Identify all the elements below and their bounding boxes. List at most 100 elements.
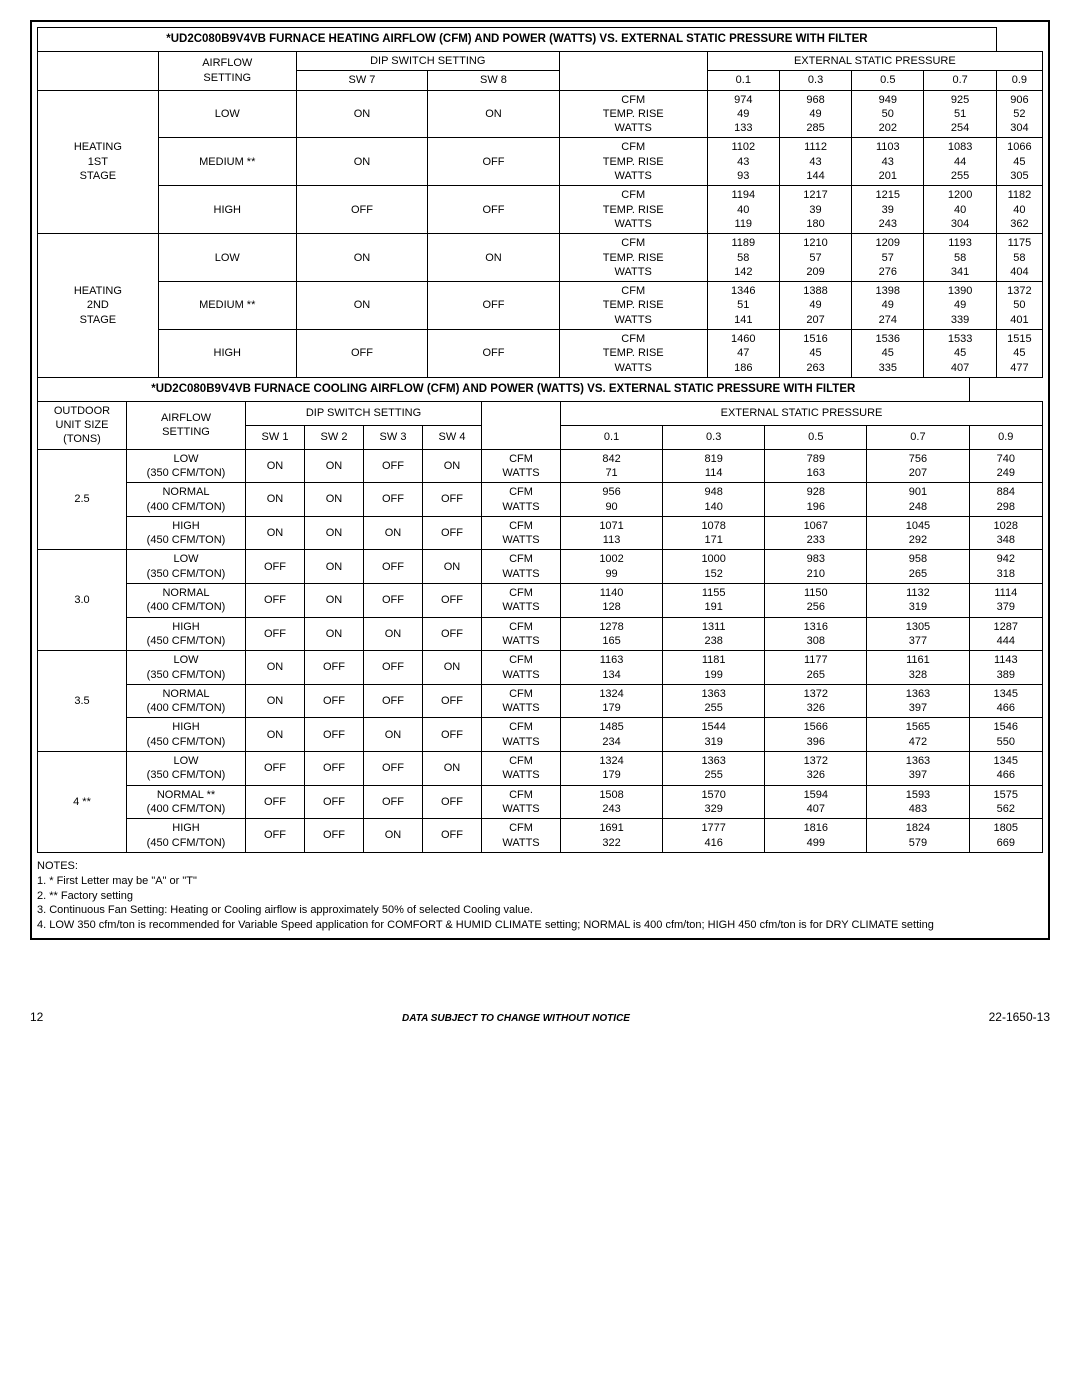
heating-value-cell: 121539243 bbox=[852, 186, 924, 234]
cooling-sw2: OFF bbox=[305, 785, 364, 819]
cooling-value-cell: 1363255 bbox=[663, 752, 765, 786]
heating-value-cell: 11024393 bbox=[707, 138, 779, 186]
heating-table: *UD2C080B9V4VB FURNACE HEATING AIRFLOW (… bbox=[37, 27, 1043, 378]
cooling-airflow-setting: NORMAL **(400 CFM/TON) bbox=[127, 785, 246, 819]
cooling-tons-label: 4 ** bbox=[38, 752, 127, 853]
cooling-value-cell: 1575562 bbox=[969, 785, 1042, 819]
cooling-sw3: OFF bbox=[364, 584, 423, 618]
heating-hdr-sw7: SW 7 bbox=[296, 71, 427, 90]
cooling-hdr-unit: OUTDOORUNIT SIZE(TONS) bbox=[38, 401, 127, 449]
cooling-sw3: ON bbox=[364, 516, 423, 550]
cooling-sw-col: SW 2 bbox=[305, 425, 364, 449]
cooling-value-cell: 1363255 bbox=[663, 684, 765, 718]
heating-sw8: OFF bbox=[428, 282, 559, 330]
cooling-sw1: OFF bbox=[246, 550, 305, 584]
heating-sw7: OFF bbox=[296, 329, 427, 377]
cooling-value-cell: 1816499 bbox=[765, 819, 867, 853]
cooling-meas-labels: CFMWATTS bbox=[482, 617, 561, 651]
cooling-sw2: OFF bbox=[305, 752, 364, 786]
heating-value-cell: 94950202 bbox=[852, 90, 924, 138]
cooling-meas-labels: CFMWATTS bbox=[482, 785, 561, 819]
cooling-hdr-esp: EXTERNAL STATIC PRESSURE bbox=[561, 401, 1043, 425]
heating-sw8: OFF bbox=[428, 329, 559, 377]
cooling-sw4: ON bbox=[423, 449, 482, 483]
cooling-value-cell: 1163134 bbox=[561, 651, 663, 685]
heating-esp-col: 0.7 bbox=[924, 71, 996, 90]
heating-value-cell: 118958142 bbox=[707, 234, 779, 282]
cooling-sw3: OFF bbox=[364, 449, 423, 483]
cooling-value-cell: 1805669 bbox=[969, 819, 1042, 853]
cooling-meas-labels: CFMWATTS bbox=[482, 516, 561, 550]
cooling-value-cell: 1028348 bbox=[969, 516, 1042, 550]
cooling-sw1: ON bbox=[246, 516, 305, 550]
cooling-value-cell: 1287444 bbox=[969, 617, 1042, 651]
heating-meas-labels: CFMTEMP. RISEWATTS bbox=[559, 329, 707, 377]
heating-hdr-dip: DIP SWITCH SETTING bbox=[296, 51, 559, 70]
cooling-esp-col: 0.1 bbox=[561, 425, 663, 449]
cooling-value-cell: 1000152 bbox=[663, 550, 765, 584]
cooling-value-cell: 84271 bbox=[561, 449, 663, 483]
cooling-airflow-setting: HIGH(450 CFM/TON) bbox=[127, 819, 246, 853]
footer-page-number: 12 bbox=[30, 1010, 43, 1024]
heating-value-cell: 120040304 bbox=[924, 186, 996, 234]
cooling-sw2: ON bbox=[305, 584, 364, 618]
heating-value-cell: 111243144 bbox=[779, 138, 851, 186]
cooling-sw2: OFF bbox=[305, 819, 364, 853]
cooling-value-cell: 948140 bbox=[663, 483, 765, 517]
note-item: 2. ** Factory setting bbox=[37, 889, 1043, 904]
cooling-value-cell: 819114 bbox=[663, 449, 765, 483]
heating-value-cell: 106645305 bbox=[996, 138, 1042, 186]
cooling-meas-labels: CFMWATTS bbox=[482, 584, 561, 618]
heating-value-cell: 139849274 bbox=[852, 282, 924, 330]
cooling-sw2: ON bbox=[305, 449, 364, 483]
cooling-value-cell: 1546550 bbox=[969, 718, 1042, 752]
cooling-sw4: OFF bbox=[423, 483, 482, 517]
cooling-value-cell: 740249 bbox=[969, 449, 1042, 483]
cooling-sw1: ON bbox=[246, 449, 305, 483]
cooling-airflow-setting: LOW(350 CFM/TON) bbox=[127, 449, 246, 483]
cooling-sw1: OFF bbox=[246, 819, 305, 853]
cooling-value-cell: 1485234 bbox=[561, 718, 663, 752]
heating-stage-label: HEATING1STSTAGE bbox=[38, 90, 159, 234]
cooling-sw3: ON bbox=[364, 718, 423, 752]
cooling-value-cell: 1071113 bbox=[561, 516, 663, 550]
heating-sw7: ON bbox=[296, 90, 427, 138]
cooling-hdr-meas-blank bbox=[482, 401, 561, 449]
cooling-sw3: OFF bbox=[364, 651, 423, 685]
cooling-value-cell: 1324179 bbox=[561, 684, 663, 718]
heating-esp-col: 0.1 bbox=[707, 71, 779, 90]
cooling-value-cell: 1155191 bbox=[663, 584, 765, 618]
cooling-sw4: OFF bbox=[423, 819, 482, 853]
cooling-sw4: OFF bbox=[423, 684, 482, 718]
cooling-value-cell: 1161328 bbox=[867, 651, 969, 685]
cooling-sw3: OFF bbox=[364, 752, 423, 786]
cooling-value-cell: 1544319 bbox=[663, 718, 765, 752]
heating-value-cell: 96849285 bbox=[779, 90, 851, 138]
notes-heading: NOTES: bbox=[37, 859, 1043, 874]
cooling-meas-labels: CFMWATTS bbox=[482, 483, 561, 517]
cooling-meas-labels: CFMWATTS bbox=[482, 550, 561, 584]
cooling-value-cell: 1305377 bbox=[867, 617, 969, 651]
cooling-value-cell: 1593483 bbox=[867, 785, 969, 819]
cooling-hdr-airflow: AIRFLOWSETTING bbox=[127, 401, 246, 449]
heating-value-cell: 97449133 bbox=[707, 90, 779, 138]
heating-meas-labels: CFMTEMP. RISEWATTS bbox=[559, 138, 707, 186]
cooling-sw1: OFF bbox=[246, 752, 305, 786]
heating-sw8: ON bbox=[428, 90, 559, 138]
heating-sw8: ON bbox=[428, 234, 559, 282]
heating-value-cell: 121739180 bbox=[779, 186, 851, 234]
cooling-sw3: OFF bbox=[364, 550, 423, 584]
heating-airflow-setting: MEDIUM ** bbox=[158, 282, 296, 330]
cooling-sw1: ON bbox=[246, 718, 305, 752]
cooling-sw2: ON bbox=[305, 550, 364, 584]
cooling-value-cell: 1311238 bbox=[663, 617, 765, 651]
cooling-airflow-setting: LOW(350 CFM/TON) bbox=[127, 550, 246, 584]
heating-hdr-blank bbox=[38, 51, 159, 90]
heating-sw8: OFF bbox=[428, 186, 559, 234]
heating-value-cell: 118240362 bbox=[996, 186, 1042, 234]
cooling-sw4: ON bbox=[423, 651, 482, 685]
heating-esp-col: 0.9 bbox=[996, 71, 1042, 90]
heating-airflow-setting: MEDIUM ** bbox=[158, 138, 296, 186]
heating-value-cell: 134651141 bbox=[707, 282, 779, 330]
heating-airflow-setting: LOW bbox=[158, 234, 296, 282]
